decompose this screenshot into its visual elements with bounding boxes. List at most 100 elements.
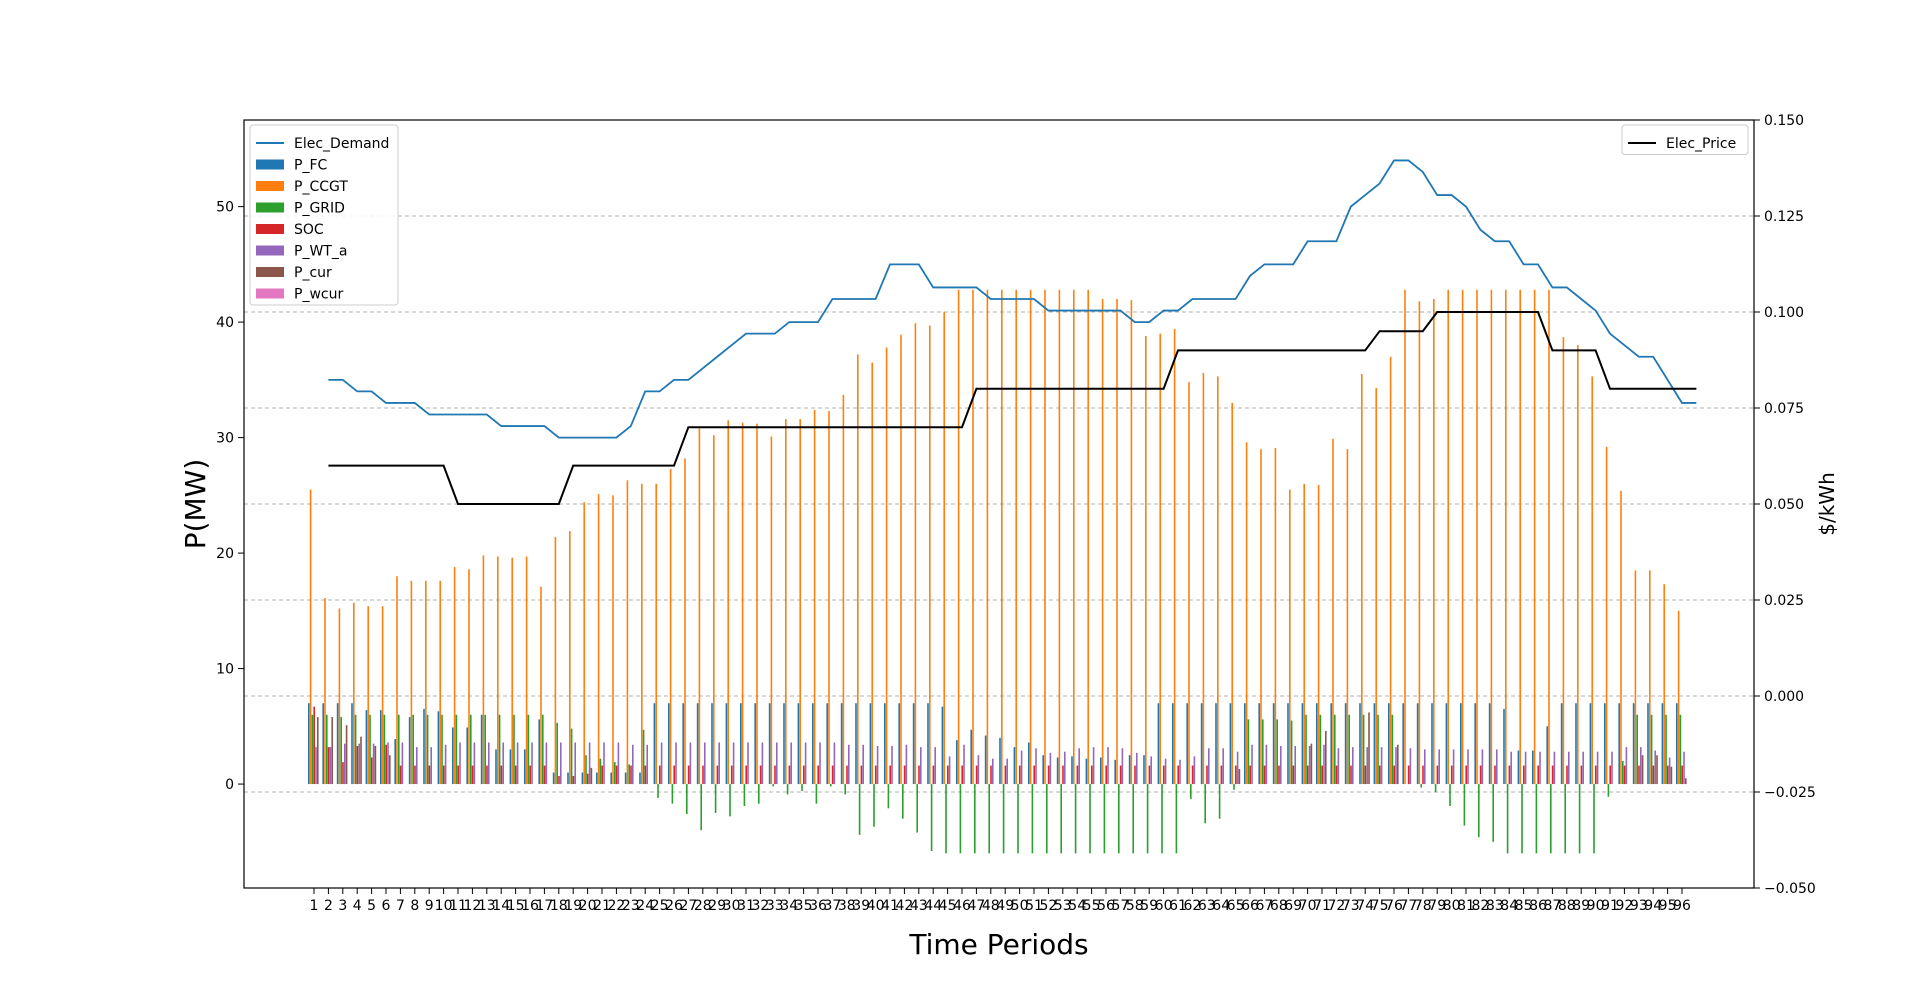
bar-p-ccgt [324,598,326,785]
bar-p-grid [714,784,717,813]
bar-p-wt-a [1380,747,1383,785]
bar-p-fc [1272,703,1275,785]
bar-p-fc [394,739,396,785]
y-tick-label: 10 [216,662,234,678]
bar-p-ccgt [785,419,787,785]
bar-p-wt-a [1409,748,1412,785]
bar-soc [774,765,776,785]
bar-p-grid [1492,784,1494,842]
x-tick-label: 29 [708,898,726,914]
bar-soc [731,765,733,785]
x-tick-label: 83 [1486,898,1504,914]
bar-p-ccgt [1562,337,1565,785]
bar-p-grid [786,784,789,795]
bar-p-ccgt [741,422,744,785]
bar-p-fc [1143,755,1145,785]
bar-p-grid [1060,784,1062,854]
bar-p-wt-a [1640,747,1642,785]
bar-soc [1206,765,1208,785]
bar-p-wt-a [1308,745,1311,785]
bar-p-grid [1636,714,1638,785]
x-tick-label: 85 [1515,898,1533,914]
y-tick-label: 40 [216,315,234,331]
legend-label: Elec_Demand [294,136,389,152]
bar-p-grid [1175,784,1178,854]
bar-p-fc [1200,703,1203,785]
bar-p-fc [869,703,872,785]
bar-soc [817,765,819,785]
x-tick-label: 5 [367,898,376,914]
x-tick-label: 36 [809,898,827,914]
bar-p-ccgt [1202,372,1205,785]
bar-p-grid [383,714,386,785]
bar-p-ccgt [381,606,384,785]
bar-p-wt-a [776,742,778,785]
x-tick-label: 76 [1385,898,1403,914]
x-tick-label: 90 [1587,898,1605,914]
bar-p-fc [639,772,641,785]
legend-label: Elec_Price [1666,136,1736,152]
y2-tick-label: 0.050 [1764,497,1804,513]
bar-p-wt-a [1136,752,1138,785]
bar-p-ccgt [1101,299,1104,785]
bar-p-ccgt [612,495,614,785]
bar-p-grid [1449,784,1451,806]
bar-p-wt-a [1654,750,1656,785]
bar-p-ccgt [1548,289,1550,785]
bar-p-grid [657,784,659,798]
bar-p-grid [1362,714,1365,785]
bar-soc [414,765,416,785]
bar-p-wt-a [833,742,836,785]
bar-p-grid [1276,719,1278,785]
bar-p-ccgt [468,569,470,785]
x-tick-label: 87 [1543,898,1561,914]
bar-p-fc [1402,703,1404,785]
x-tick-label: 59 [1140,898,1158,914]
bar-p-ccgt [1245,442,1248,785]
x-tick-label: 18 [550,898,568,914]
bar-p-wt-a [1510,751,1512,785]
bar-soc [860,765,863,785]
bar-p-cur [360,736,362,785]
bar-p-cur [1368,712,1370,785]
bar-p-cur [1656,755,1658,785]
bar-soc [457,765,459,785]
bar-soc [1681,765,1683,785]
bar-p-wt-a [920,747,922,785]
bar-p-ccgt [1058,289,1061,785]
bar-p-cur [1325,730,1327,785]
bar-soc [1508,765,1511,785]
bar-soc [1523,765,1525,785]
bar-soc [1321,765,1323,785]
bar-p-ccgt [1073,289,1075,785]
bar-p-wt-a [1265,744,1268,785]
bar-p-ccgt [583,502,585,785]
bar-p-ccgt [1274,447,1277,785]
legend-swatch [256,224,284,234]
bar-soc [687,765,690,785]
bar-p-ccgt [756,423,758,785]
bar-soc [356,745,359,785]
bar-p-fc [1488,703,1491,785]
bar-soc [1638,765,1640,785]
y2-tick-label: 0.150 [1764,113,1804,129]
bar-p-wt-a [1280,745,1282,785]
bar-p-fc [1244,703,1246,785]
bar-p-fc [970,729,972,785]
bar-p-fc [1013,747,1016,785]
bar-soc [1595,765,1597,785]
bar-soc [1292,765,1295,785]
x-tick-label: 23 [622,898,640,914]
bar-p-grid [887,784,890,809]
bar-p-fc [696,703,699,785]
x-tick-label: 31 [737,898,755,914]
bar-p-grid [1650,714,1653,785]
bar-p-wt-a [689,742,692,785]
x-tick-label: 38 [838,898,856,914]
bar-p-grid [614,762,616,785]
bar-p-fc [826,703,828,785]
line-elec-demand [328,159,1697,439]
x-tick-label: 51 [1025,898,1043,914]
bar-p-ccgt [497,556,499,785]
bar-soc [515,765,517,785]
